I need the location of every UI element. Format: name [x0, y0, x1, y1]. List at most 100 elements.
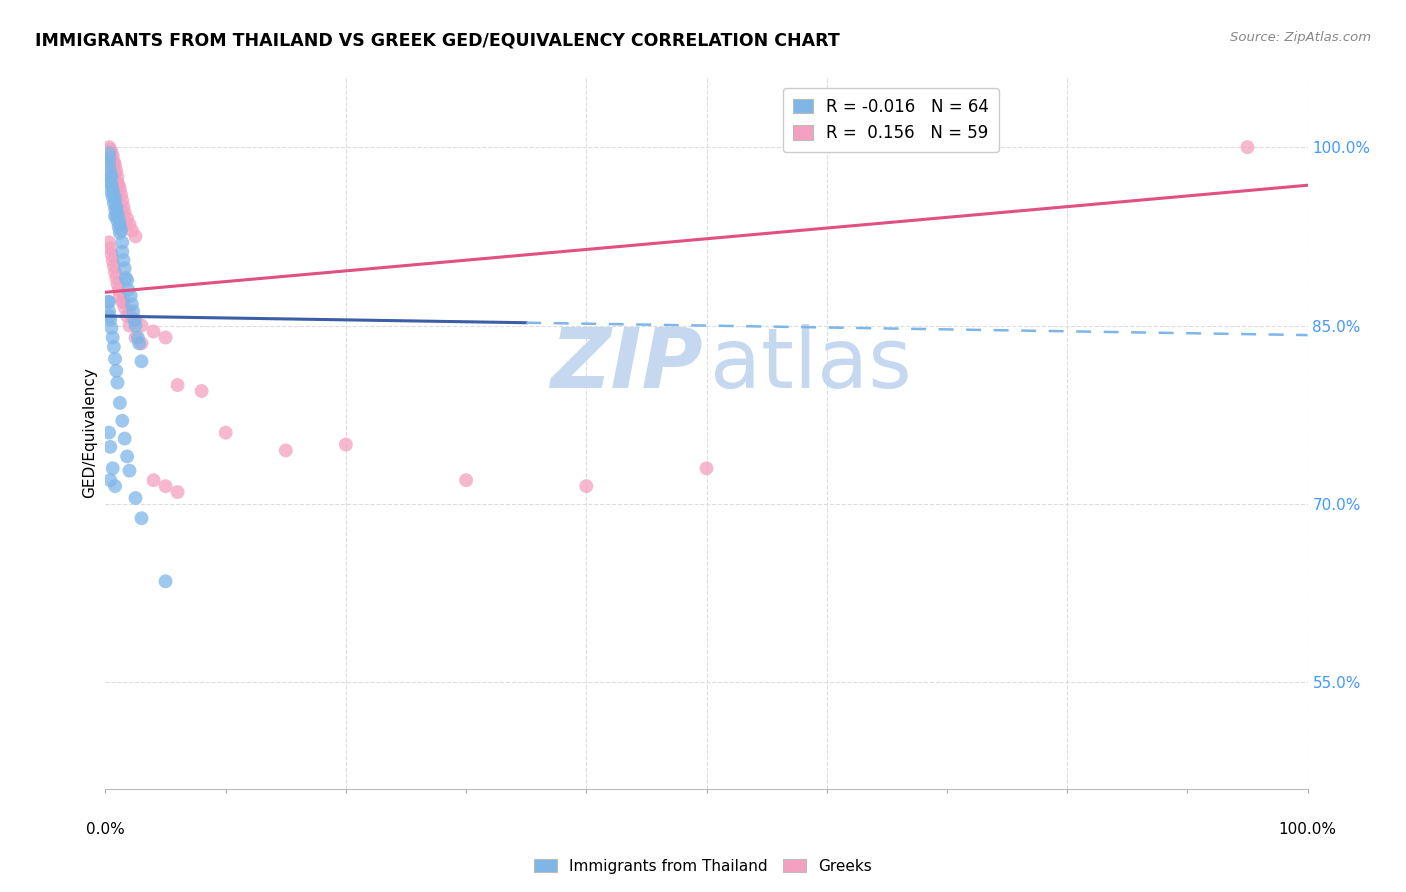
Point	[103, 187, 125, 202]
Point	[115, 211, 138, 226]
Point	[104, 202, 127, 216]
Point	[104, 479, 127, 493]
Point	[112, 294, 135, 309]
Point	[105, 364, 128, 378]
Point	[127, 330, 149, 344]
Point	[100, 145, 122, 159]
Point	[104, 351, 127, 366]
Text: Source: ZipAtlas.com: Source: ZipAtlas.com	[1230, 31, 1371, 45]
Point	[98, 425, 121, 440]
Point	[118, 218, 141, 232]
Point	[107, 214, 129, 228]
Point	[98, 473, 121, 487]
Text: ZIP: ZIP	[550, 325, 703, 405]
Point	[124, 312, 146, 326]
Point	[105, 271, 128, 285]
Point	[104, 193, 127, 207]
Point	[118, 464, 141, 478]
Point	[110, 223, 132, 237]
Point	[107, 283, 129, 297]
Point	[142, 325, 165, 339]
Point	[101, 157, 124, 171]
Point	[108, 218, 131, 232]
Legend: Immigrants from Thailand, Greeks: Immigrants from Thailand, Greeks	[527, 853, 879, 880]
Point	[97, 294, 120, 309]
Point	[112, 253, 135, 268]
Point	[114, 301, 136, 315]
Point	[98, 152, 121, 166]
Point	[115, 273, 138, 287]
Point	[98, 148, 121, 162]
Point	[124, 312, 146, 326]
Point	[107, 169, 129, 184]
Point	[101, 461, 124, 475]
Point	[166, 485, 188, 500]
Point	[114, 432, 136, 446]
Point	[98, 143, 121, 157]
Point	[124, 318, 146, 333]
Text: 0.0%: 0.0%	[86, 822, 125, 837]
Point	[124, 491, 146, 505]
Point	[120, 289, 142, 303]
Point	[101, 330, 124, 344]
Point	[131, 318, 153, 333]
Point	[131, 511, 153, 525]
Point	[98, 146, 121, 161]
Point	[108, 396, 131, 410]
Point	[115, 271, 138, 285]
Point	[155, 479, 177, 493]
Point	[98, 158, 121, 172]
Point	[214, 425, 236, 440]
Point	[105, 164, 128, 178]
Point	[111, 235, 134, 250]
Point	[166, 378, 188, 392]
Point	[128, 336, 150, 351]
Point	[107, 211, 129, 226]
Point	[108, 289, 131, 303]
Point	[98, 294, 121, 309]
Point	[98, 169, 121, 184]
Point	[107, 277, 129, 291]
Point	[114, 205, 136, 219]
Point	[117, 283, 139, 297]
Point	[115, 450, 138, 464]
Legend: R = -0.016   N = 64, R =  0.156   N = 59: R = -0.016 N = 64, R = 0.156 N = 59	[783, 87, 998, 152]
Point	[105, 200, 128, 214]
Point	[104, 158, 127, 172]
Point	[98, 440, 121, 454]
Point	[111, 244, 134, 259]
Point	[104, 209, 127, 223]
Point	[142, 473, 165, 487]
Point	[131, 354, 153, 368]
Point	[107, 219, 129, 234]
Point	[98, 176, 121, 190]
Point	[101, 148, 124, 162]
Point	[124, 330, 146, 344]
Point	[111, 194, 134, 208]
Point	[107, 205, 129, 219]
Point	[155, 330, 177, 344]
Point	[131, 336, 153, 351]
Point	[100, 186, 122, 200]
Point	[101, 182, 124, 196]
Point	[454, 473, 477, 487]
Point	[98, 235, 121, 250]
Point	[110, 187, 132, 202]
Point	[103, 340, 125, 354]
Point	[124, 229, 146, 244]
Point	[121, 297, 143, 311]
Point	[108, 182, 131, 196]
Point	[103, 154, 125, 169]
Point	[155, 574, 177, 589]
Point	[104, 265, 127, 279]
Point	[103, 259, 125, 273]
Point	[122, 304, 145, 318]
Point	[100, 321, 122, 335]
Point	[335, 437, 357, 451]
Text: 100.0%: 100.0%	[1278, 822, 1337, 837]
Point	[98, 241, 121, 255]
Point	[107, 178, 129, 193]
Point	[98, 140, 121, 154]
Text: IMMIGRANTS FROM THAILAND VS GREEK GED/EQUIVALENCY CORRELATION CHART: IMMIGRANTS FROM THAILAND VS GREEK GED/EQ…	[35, 31, 839, 49]
Point	[118, 318, 141, 333]
